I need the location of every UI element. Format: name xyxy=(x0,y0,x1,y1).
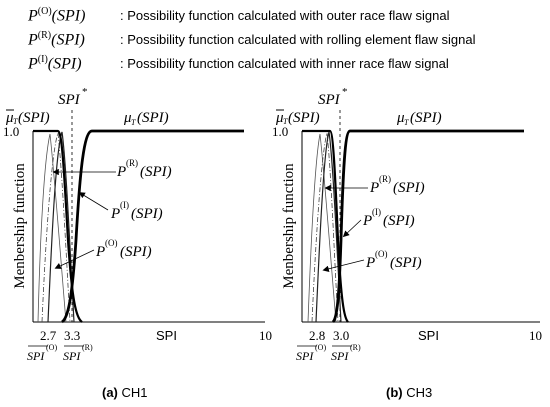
panel-b-y-tick: 1.0 xyxy=(272,124,288,139)
panel-a-curve-i-label: (SPI) xyxy=(131,206,163,222)
panel-b-y-axis-label: Menbership function xyxy=(281,163,297,289)
panel-a-x-tick-max: 10 xyxy=(259,328,272,343)
panel-a-mu-bar-sub: T xyxy=(13,117,18,126)
panel-b-curve-o-arrow xyxy=(322,259,365,272)
panel-b: 1.0 Menbership function μ T (SPI) SPI * … xyxy=(272,86,542,400)
panel-b-x-tick-left: 2.8 xyxy=(309,328,325,343)
panel-a-mu-label: (SPI) xyxy=(137,110,169,126)
panel-b-sub-left-sup: (O) xyxy=(315,343,326,352)
panel-b-mu-label: (SPI) xyxy=(410,110,442,126)
panel-a-y-tick: 1.0 xyxy=(3,124,19,139)
panel-b-mu-bar-sub: T xyxy=(283,117,288,126)
panel-b-sub-right-sup: (R) xyxy=(350,343,361,352)
panel-a-mu-bar-curve xyxy=(33,129,83,323)
legend-symbol-rolling: P(R)(SPI) xyxy=(28,30,85,49)
panel-a-threshold-label: SPI xyxy=(58,92,81,108)
panel-a-curve-o-symbol: P xyxy=(95,244,105,260)
legend-symbol-inner: P(I)(SPI) xyxy=(28,54,82,73)
panel-a: 1.0 Menbership function μ T (SPI) SPI * … xyxy=(3,86,272,400)
panel-b-curve-inner xyxy=(311,132,339,323)
legend-sup-inner: (I) xyxy=(37,54,48,65)
panel-a-x-axis-label: SPI xyxy=(156,328,177,343)
panel-a-mu-curve xyxy=(61,129,244,324)
panel-b-x-tick-right: 3.0 xyxy=(333,328,349,343)
panel-a-caption: (a) CH1 xyxy=(102,385,148,400)
panel-b-curve-r-symbol: P xyxy=(369,180,379,196)
panel-b-curve-i-label: (SPI) xyxy=(383,213,415,229)
panel-a-mu-bar-label: (SPI) xyxy=(18,110,50,126)
legend-outer-race: P(O)(SPI) : Possibility function calcula… xyxy=(0,6,550,28)
panel-b-curve-o-symbol: P xyxy=(365,255,375,271)
legend-description-outer: : Possibility function calculated with o… xyxy=(120,8,450,23)
legend-description-rolling: : Possibility function calculated with r… xyxy=(120,32,476,47)
panel-b-mu-curve xyxy=(331,129,524,323)
panel-b-sub-right: SPI xyxy=(331,349,349,363)
panel-a-y-axis-label: Menbership function xyxy=(12,163,28,289)
panel-b-x-axis-label: SPI xyxy=(418,328,439,343)
panel-a-curve-o-sup: (O) xyxy=(105,238,118,248)
panel-a-x-tick-left: 2.7 xyxy=(40,328,57,343)
panel-b-mu-symbol: μ xyxy=(396,110,405,126)
panel-b-curve-r-label: (SPI) xyxy=(393,180,425,196)
panel-a-curve-inner xyxy=(41,132,71,323)
panel-a-sub-right-sup: (R) xyxy=(82,343,93,352)
panel-a-curve-rolling xyxy=(47,131,75,323)
panel-b-curve-outer xyxy=(307,133,337,323)
panel-a-curve-o-label: (SPI) xyxy=(120,244,152,260)
panel-a-sub-left-sup: (O) xyxy=(46,343,57,352)
panel-a-sub-left: SPI xyxy=(27,349,45,363)
panel-a-caption-letter: (a) xyxy=(102,385,118,400)
panel-a-curve-o-arrow xyxy=(54,249,95,269)
panel-a-sub-right: SPI xyxy=(63,349,81,363)
panel-a-curve-outer xyxy=(37,133,67,323)
legend-symbol-outer: P(O)(SPI) xyxy=(28,6,86,25)
panel-a-curve-i-symbol: P xyxy=(110,206,120,222)
panel-a-curve-r-label: (SPI) xyxy=(140,164,172,180)
panel-a-mu-bar-symbol: μ xyxy=(5,110,14,126)
legend-sup-outer: (O) xyxy=(37,6,52,17)
panel-a-curve-r-symbol: P xyxy=(116,164,126,180)
panel-a-mu-symbol: μ xyxy=(123,110,132,126)
panel-b-curve-o-sup: (O) xyxy=(375,249,388,259)
panel-b-mu-bar-label: (SPI) xyxy=(288,110,320,126)
panel-b-curve-i-arrow xyxy=(342,219,362,238)
panel-b-x-tick-max: 10 xyxy=(529,328,542,343)
panel-a-curve-r-sup: (R) xyxy=(126,158,138,168)
legend-rolling-element: P(R)(SPI) : Possibility function calcula… xyxy=(0,30,550,52)
panel-b-curve-r-sup: (R) xyxy=(379,174,391,184)
panel-b-curve-i-symbol: P xyxy=(362,213,372,229)
panel-b-mu-sub: T xyxy=(404,118,409,127)
panel-b-caption-letter: (b) xyxy=(386,385,403,400)
panel-a-threshold-star: * xyxy=(82,86,88,98)
panel-a-curve-i-arrow xyxy=(78,192,109,211)
legend-description-inner: : Possibility function calculated with i… xyxy=(120,56,449,71)
panel-b-curve-i-sup: (I) xyxy=(372,207,381,217)
panel-a-caption-text: CH1 xyxy=(118,385,148,400)
panel-b-caption: (b) CH3 xyxy=(386,385,432,400)
legend-sup-rolling: (R) xyxy=(37,30,52,41)
panel-a-x-tick-right: 3.3 xyxy=(64,328,80,343)
panel-a-curve-i-sup: (I) xyxy=(120,200,129,210)
panel-b-sub-left: SPI xyxy=(296,349,314,363)
panel-b-threshold-star: * xyxy=(342,86,348,98)
panel-b-threshold-label: SPI xyxy=(318,92,341,108)
panel-b-curve-o-label: (SPI) xyxy=(390,255,422,271)
panel-b-mu-bar-symbol: μ xyxy=(275,110,284,126)
panel-b-mu-bar-curve xyxy=(302,129,349,323)
panel-b-caption-text: CH3 xyxy=(403,385,433,400)
panel-a-mu-sub: T xyxy=(131,118,136,127)
legend-inner-race: P(I)(SPI) : Possibility function calcula… xyxy=(0,54,550,76)
